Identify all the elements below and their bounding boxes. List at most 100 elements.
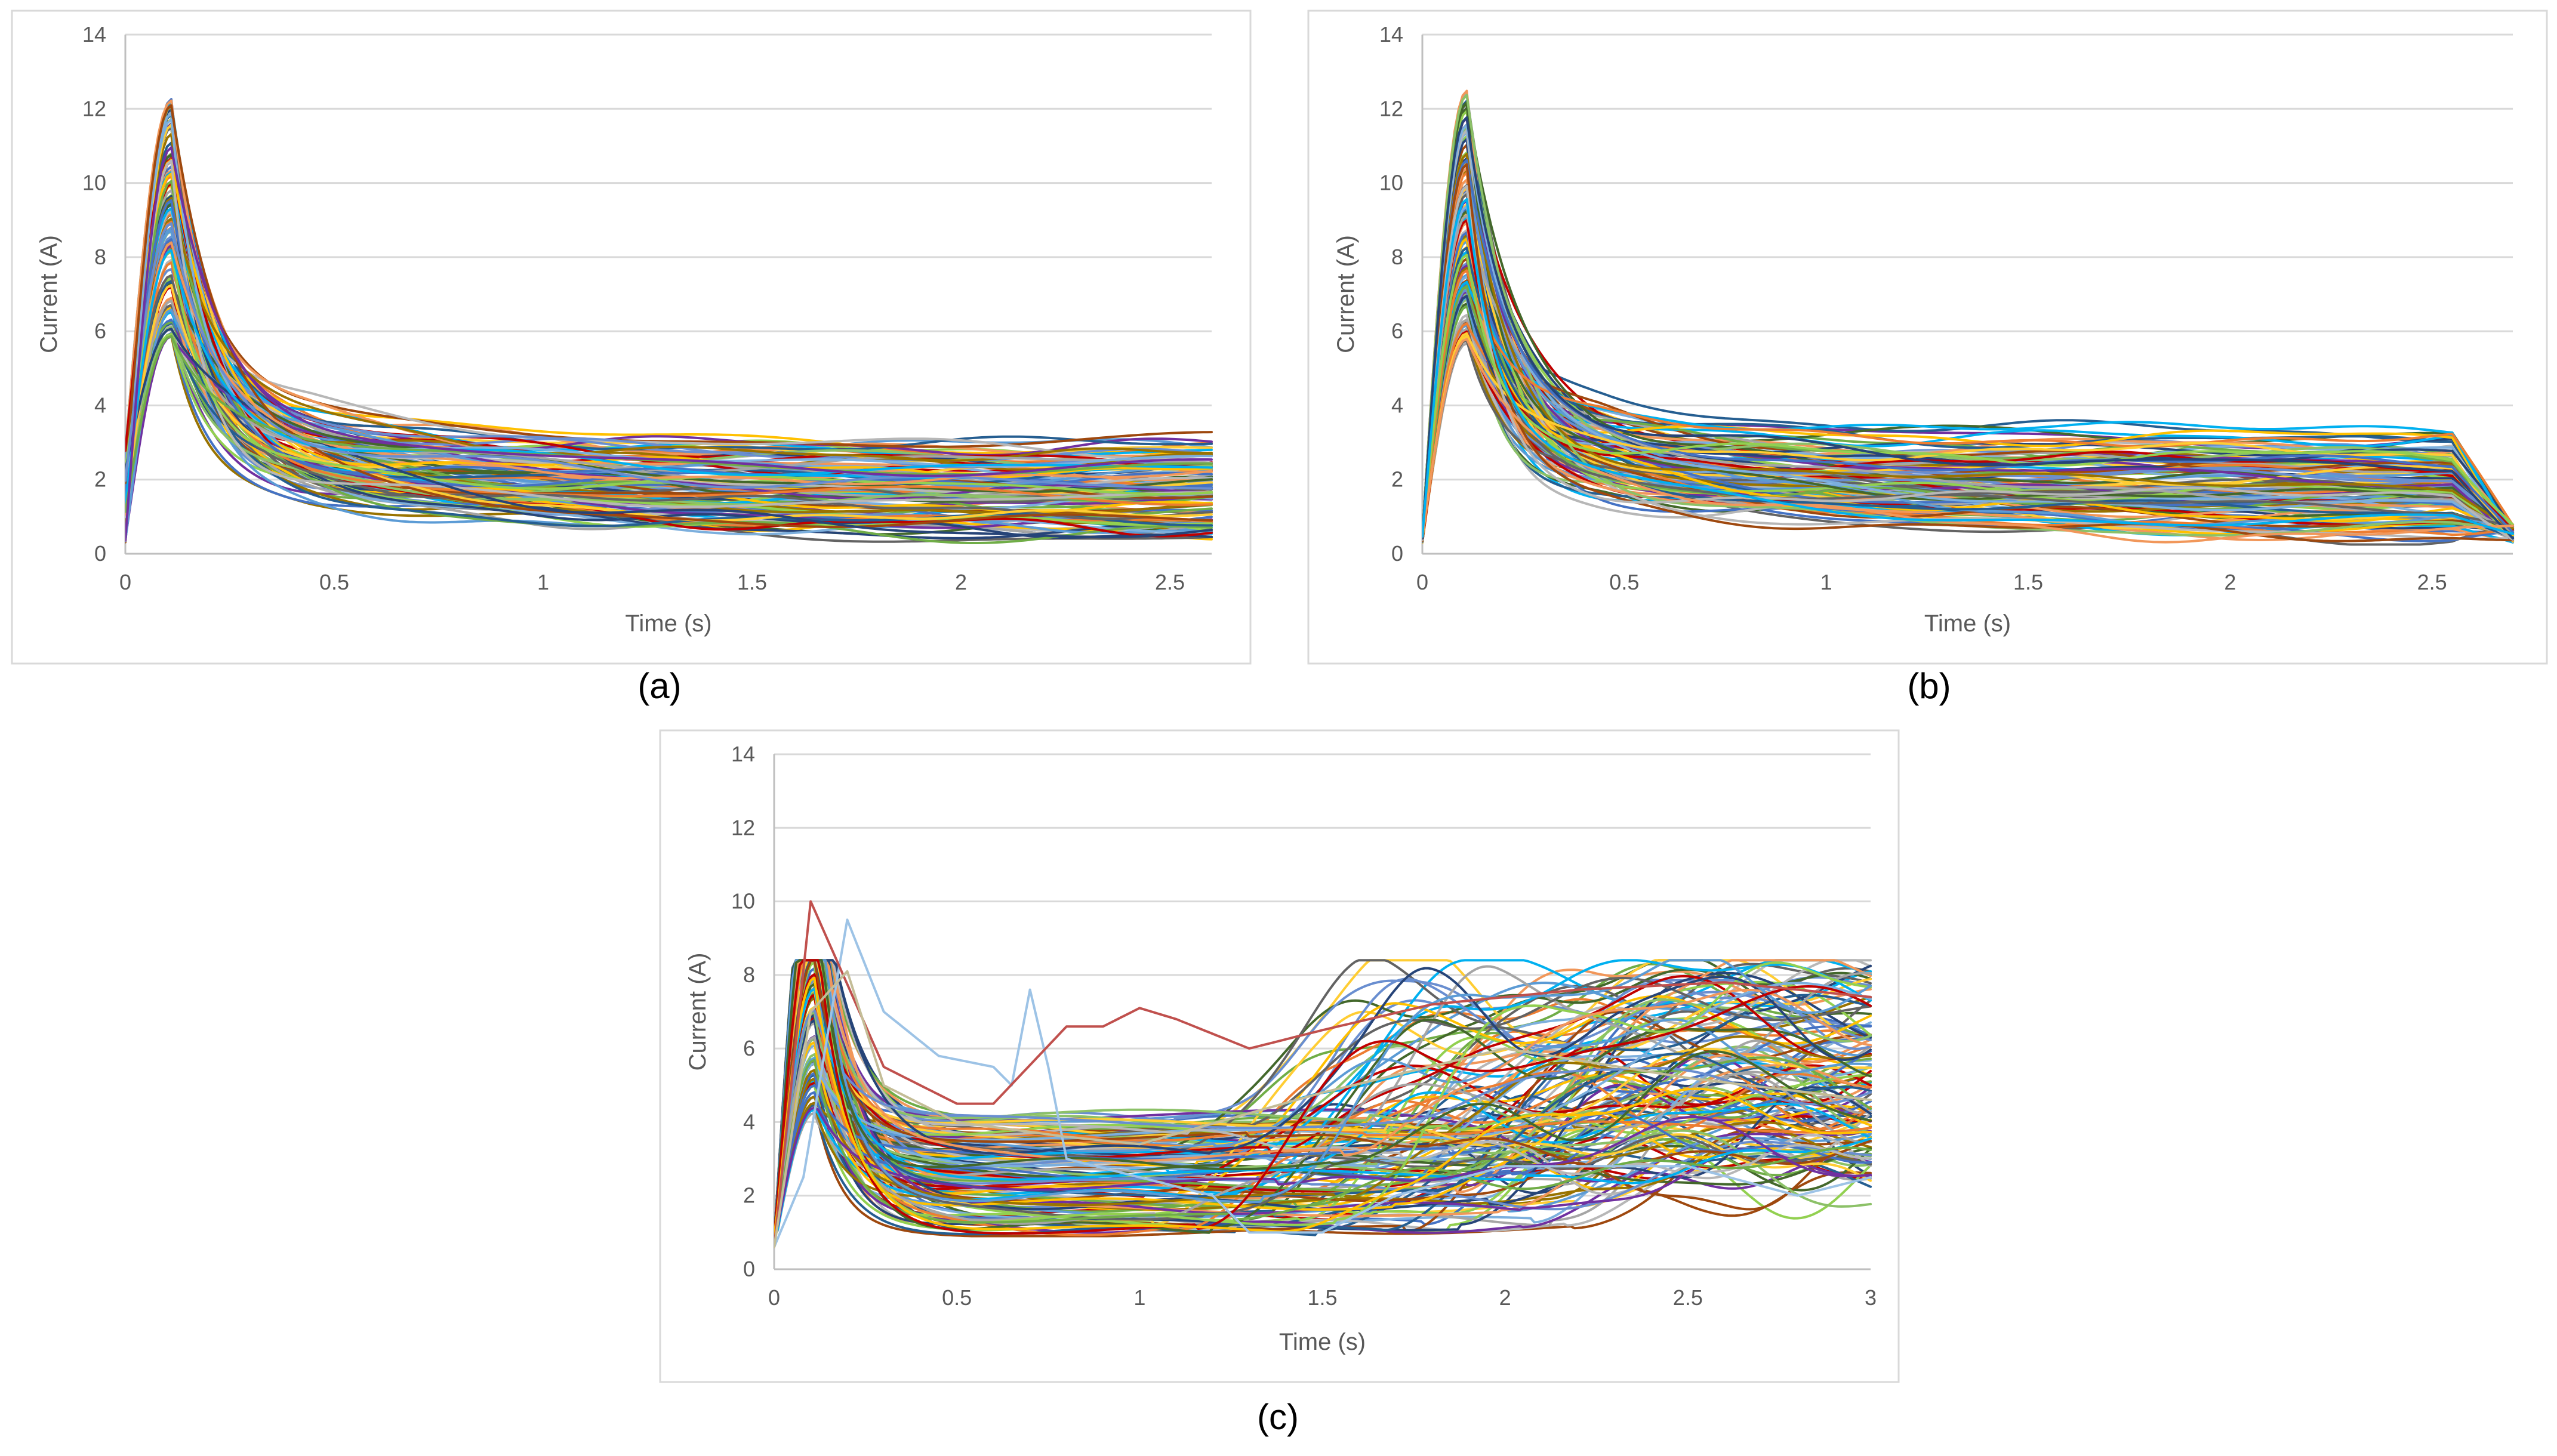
series-line-c-87 — [774, 994, 1872, 1238]
series-line-c-110 — [774, 959, 1872, 1238]
series-line-c-129 — [774, 959, 1872, 1238]
x-tick-label-a-0: 0 — [119, 570, 131, 594]
series-line-c-126 — [774, 1106, 1872, 1238]
y-tick-label-c-0: 0 — [743, 1257, 755, 1281]
x-tick-label-b-2: 2 — [2224, 570, 2236, 594]
series-line-a-114 — [125, 251, 1213, 495]
x-tick-label-a-2.5: 2.5 — [1155, 570, 1185, 594]
series-line-c-olive-secondary — [774, 970, 1872, 1248]
y-tick-label-c-10: 10 — [731, 889, 755, 914]
x-tick-label-a-1: 1 — [537, 570, 549, 594]
y-tick-label-c-6: 6 — [743, 1036, 755, 1060]
series-line-c-122 — [774, 959, 1872, 1238]
series-line-c-123 — [774, 988, 1872, 1238]
y-tick-label-a-8: 8 — [94, 245, 106, 269]
series-line-c-77 — [774, 971, 1872, 1238]
y-tick-label-a-6: 6 — [94, 319, 106, 343]
x-tick-label-a-2: 2 — [955, 570, 967, 594]
series-line-b-91 — [1422, 186, 2514, 543]
series-line-a-69 — [125, 210, 1213, 493]
traces-c — [774, 900, 1872, 1248]
x-tick-label-b-1: 1 — [1820, 570, 1832, 594]
caption-b: (b) — [1907, 666, 1951, 706]
series-line-a-116 — [125, 241, 1213, 516]
series-line-c-112 — [774, 1035, 1872, 1238]
y-tick-label-c-14: 14 — [731, 742, 755, 766]
y-tick-label-c-12: 12 — [731, 815, 755, 840]
series-line-a-92 — [125, 194, 1213, 528]
series-line-a-109 — [125, 274, 1213, 520]
series-line-b-62 — [1422, 100, 2514, 537]
x-tick-label-c-1.5: 1.5 — [1307, 1285, 1337, 1310]
series-line-b-71 — [1422, 295, 2514, 541]
series-line-b-93 — [1422, 279, 2514, 543]
series-line-a-108 — [125, 261, 1213, 518]
series-line-a-120 — [125, 146, 1213, 542]
series-line-b-114 — [1422, 159, 2514, 537]
traces-b — [1422, 90, 2514, 546]
series-line-c-14 — [774, 959, 1872, 1238]
y-tick-label-c-2: 2 — [743, 1183, 755, 1208]
series-line-b-110 — [1422, 124, 2514, 542]
y-tick-label-b-2: 2 — [1391, 467, 1403, 492]
x-axis-title-a: Time (s) — [625, 610, 711, 637]
series-line-c-late-peak — [774, 918, 1872, 1248]
series-line-c-79 — [774, 959, 1872, 1238]
series-line-c-76 — [774, 961, 1872, 1238]
series-line-b-118 — [1422, 116, 2514, 540]
series-line-a-118 — [125, 335, 1213, 513]
series-line-b-109 — [1422, 153, 2514, 539]
series-line-c-96 — [774, 959, 1872, 1238]
y-tick-label-c-8: 8 — [743, 963, 755, 987]
x-tick-label-b-0: 0 — [1416, 570, 1428, 594]
series-line-a-113 — [125, 159, 1213, 519]
series-line-a-87 — [125, 103, 1213, 503]
series-line-c-103 — [774, 959, 1872, 1238]
y-tick-label-a-10: 10 — [82, 171, 106, 195]
caption-c: (c) — [1257, 1397, 1299, 1437]
series-line-b-115 — [1422, 163, 2514, 542]
series-line-c-128 — [774, 959, 1872, 1238]
x-tick-label-c-0.5: 0.5 — [942, 1285, 972, 1310]
series-line-a-119 — [125, 222, 1213, 490]
series-line-c-93 — [774, 959, 1872, 1238]
y-tick-label-a-4: 4 — [94, 393, 106, 417]
series-line-b-90 — [1422, 339, 2514, 538]
series-line-b-98 — [1422, 280, 2514, 543]
series-line-a-103 — [125, 279, 1213, 528]
series-line-c-102 — [774, 959, 1872, 1238]
y-axis-title-a: Current (A) — [36, 235, 62, 353]
caption-a: (a) — [637, 666, 682, 706]
y-tick-label-b-8: 8 — [1391, 245, 1403, 269]
series-line-a-117 — [125, 249, 1213, 507]
series-line-c-130 — [774, 976, 1872, 1238]
x-tick-label-c-3: 3 — [1865, 1285, 1877, 1310]
x-tick-label-c-2: 2 — [1499, 1285, 1511, 1310]
x-tick-label-a-1.5: 1.5 — [737, 570, 767, 594]
series-line-c-108 — [774, 1041, 1872, 1238]
series-line-b-119 — [1422, 338, 2514, 544]
x-tick-label-c-1: 1 — [1133, 1285, 1145, 1310]
series-line-c-92 — [774, 988, 1872, 1238]
x-tick-label-c-0: 0 — [768, 1285, 780, 1310]
y-tick-label-b-6: 6 — [1391, 319, 1403, 343]
series-line-b-112 — [1422, 193, 2514, 542]
y-tick-label-a-2: 2 — [94, 467, 106, 492]
series-line-b-83 — [1422, 237, 2514, 539]
series-line-b-116 — [1422, 184, 2514, 541]
series-line-b-95 — [1422, 110, 2514, 537]
y-tick-label-b-10: 10 — [1379, 171, 1403, 195]
x-tick-label-c-2.5: 2.5 — [1673, 1285, 1703, 1310]
y-tick-label-a-12: 12 — [82, 96, 106, 121]
y-axis-title-c: Current (A) — [685, 953, 711, 1071]
x-axis-title-b: Time (s) — [1924, 610, 2011, 637]
series-line-c-119 — [774, 959, 1872, 1238]
x-tick-label-b-2.5: 2.5 — [2417, 570, 2447, 594]
x-tick-label-b-1.5: 1.5 — [2013, 570, 2043, 594]
series-line-b-111 — [1422, 269, 2514, 541]
y-tick-label-a-14: 14 — [82, 22, 106, 47]
series-line-b-120 — [1422, 198, 2514, 538]
chart-panel-c: 0 2 4 6 8 10 12 14 0 0.5 1 1.5 2 2.5 3 Time (s) Current … — [659, 729, 1900, 1383]
series-line-c-111 — [774, 1035, 1872, 1238]
